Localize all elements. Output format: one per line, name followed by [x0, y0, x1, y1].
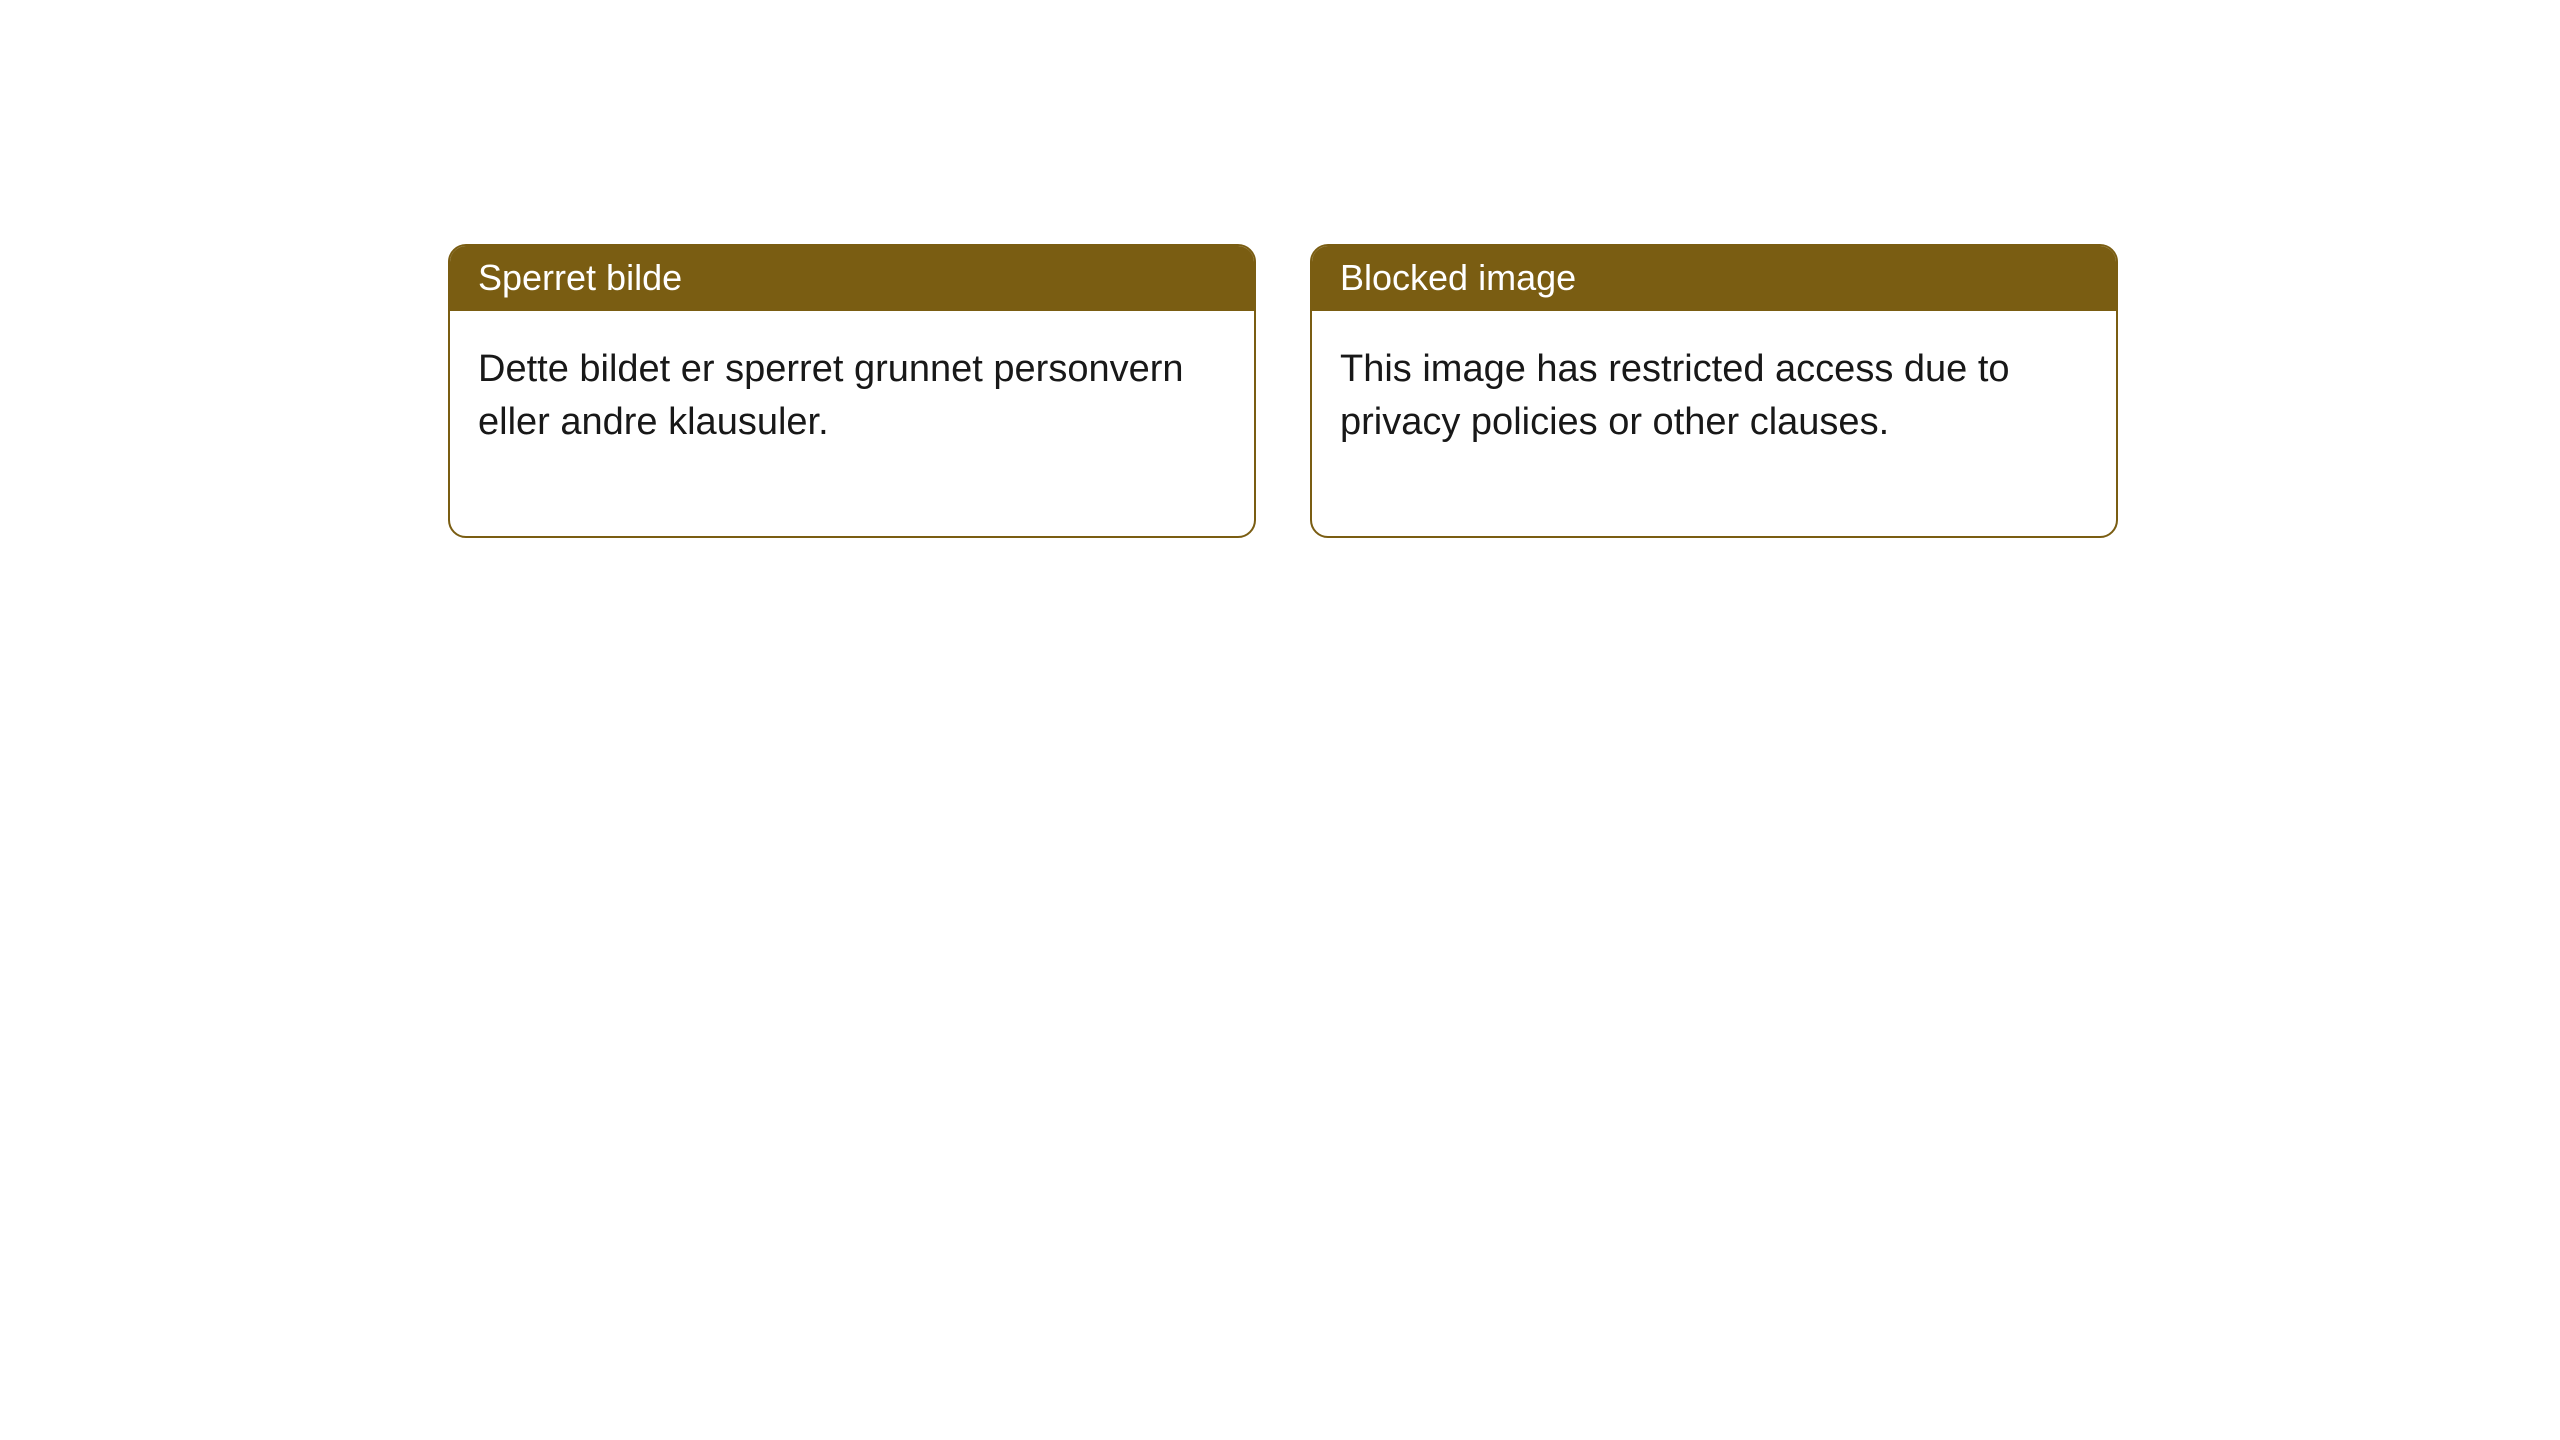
notice-card-body: Dette bildet er sperret grunnet personve…	[450, 311, 1254, 536]
notice-card-header: Sperret bilde	[450, 246, 1254, 311]
notice-card-header: Blocked image	[1312, 246, 2116, 311]
notice-card-container: Sperret bilde Dette bildet er sperret gr…	[0, 0, 2560, 538]
notice-card-body: This image has restricted access due to …	[1312, 311, 2116, 536]
notice-card-norwegian: Sperret bilde Dette bildet er sperret gr…	[448, 244, 1256, 538]
notice-card-english: Blocked image This image has restricted …	[1310, 244, 2118, 538]
